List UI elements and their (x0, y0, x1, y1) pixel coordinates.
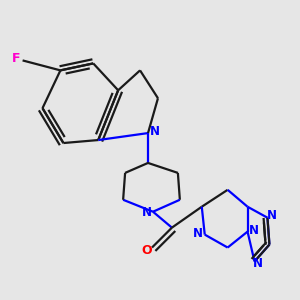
Text: N: N (253, 257, 263, 270)
Text: F: F (12, 52, 20, 65)
Text: O: O (141, 244, 152, 257)
Text: N: N (141, 206, 152, 219)
Text: N: N (248, 224, 259, 237)
Text: N: N (193, 226, 203, 240)
Text: N: N (267, 209, 277, 222)
Text: N: N (150, 125, 160, 138)
